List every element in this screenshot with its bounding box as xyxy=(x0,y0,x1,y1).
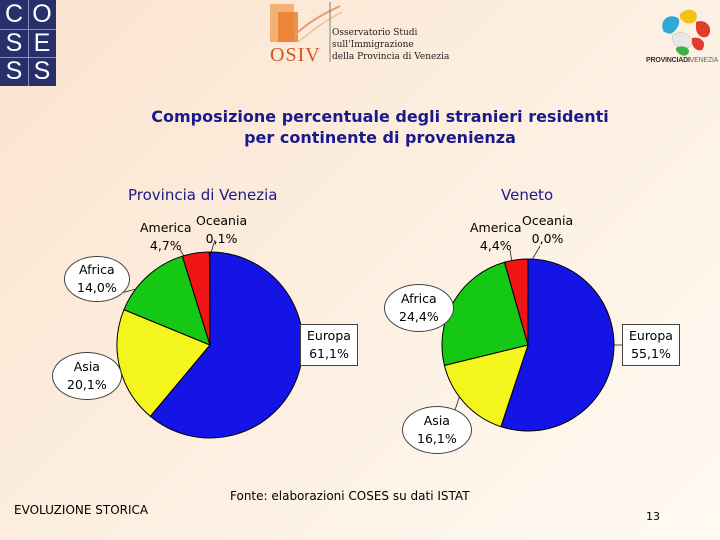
osiv-wordmark: OSIV xyxy=(270,44,321,66)
leader-line xyxy=(509,249,513,263)
osiv-name: Osservatorio Studi sull'Immigrazione del… xyxy=(332,28,450,62)
veneto-slice-europa xyxy=(500,258,615,432)
section-label: EVOLUZIONE STORICA xyxy=(14,503,149,517)
coses-letter: S xyxy=(5,57,23,85)
leader-line xyxy=(531,245,541,261)
coses-letter: O xyxy=(32,0,52,28)
leader-line xyxy=(454,394,461,411)
veneto-slice-asia xyxy=(443,344,529,428)
label-veneto-oceania: Oceania 0,0% xyxy=(522,213,574,246)
label-venezia-asia: Asia 20,1% xyxy=(52,352,122,400)
chart-title-veneto: Veneto xyxy=(501,186,554,204)
venezia-slice-oceania xyxy=(208,251,211,346)
page-number: 13 xyxy=(646,510,660,523)
source-note: Fonte: elaborazioni COSES su dati ISTAT xyxy=(230,489,470,503)
veneto-slice-africa xyxy=(441,261,529,366)
venezia-slice-africa xyxy=(123,255,211,346)
coses-logo: C O S E S S xyxy=(0,0,56,86)
label-veneto-asia: Asia 16,1% xyxy=(402,406,472,454)
coses-letter: C xyxy=(4,0,24,28)
label-venezia-oceania: Oceania 0,1% xyxy=(196,213,248,246)
osiv-logo-graphic xyxy=(270,2,343,62)
coses-letter: S xyxy=(33,57,51,85)
label-venezia-europa: Europa 61,1% xyxy=(300,324,358,366)
label-veneto-africa: Africa 24,4% xyxy=(384,284,454,332)
coses-letter: E xyxy=(33,29,51,57)
label-veneto-europa: Europa 55,1% xyxy=(622,324,680,366)
pie-venezia xyxy=(116,251,304,439)
page-title: Composizione percentuale degli stranieri… xyxy=(151,107,609,147)
coses-letter: S xyxy=(5,29,23,57)
label-venezia-america: America 4,7% xyxy=(140,220,192,253)
provincia-logo-graphic xyxy=(662,9,711,56)
chart-title-venezia: Provincia di Venezia xyxy=(128,186,278,204)
label-venezia-africa: Africa 14,0% xyxy=(64,256,130,302)
label-veneto-america: America 4,4% xyxy=(470,220,522,253)
provincia-wordmark: PROVINCIADIVENEZIA xyxy=(646,57,719,64)
pie-veneto xyxy=(441,258,615,432)
venezia-slice-europa xyxy=(149,251,304,439)
